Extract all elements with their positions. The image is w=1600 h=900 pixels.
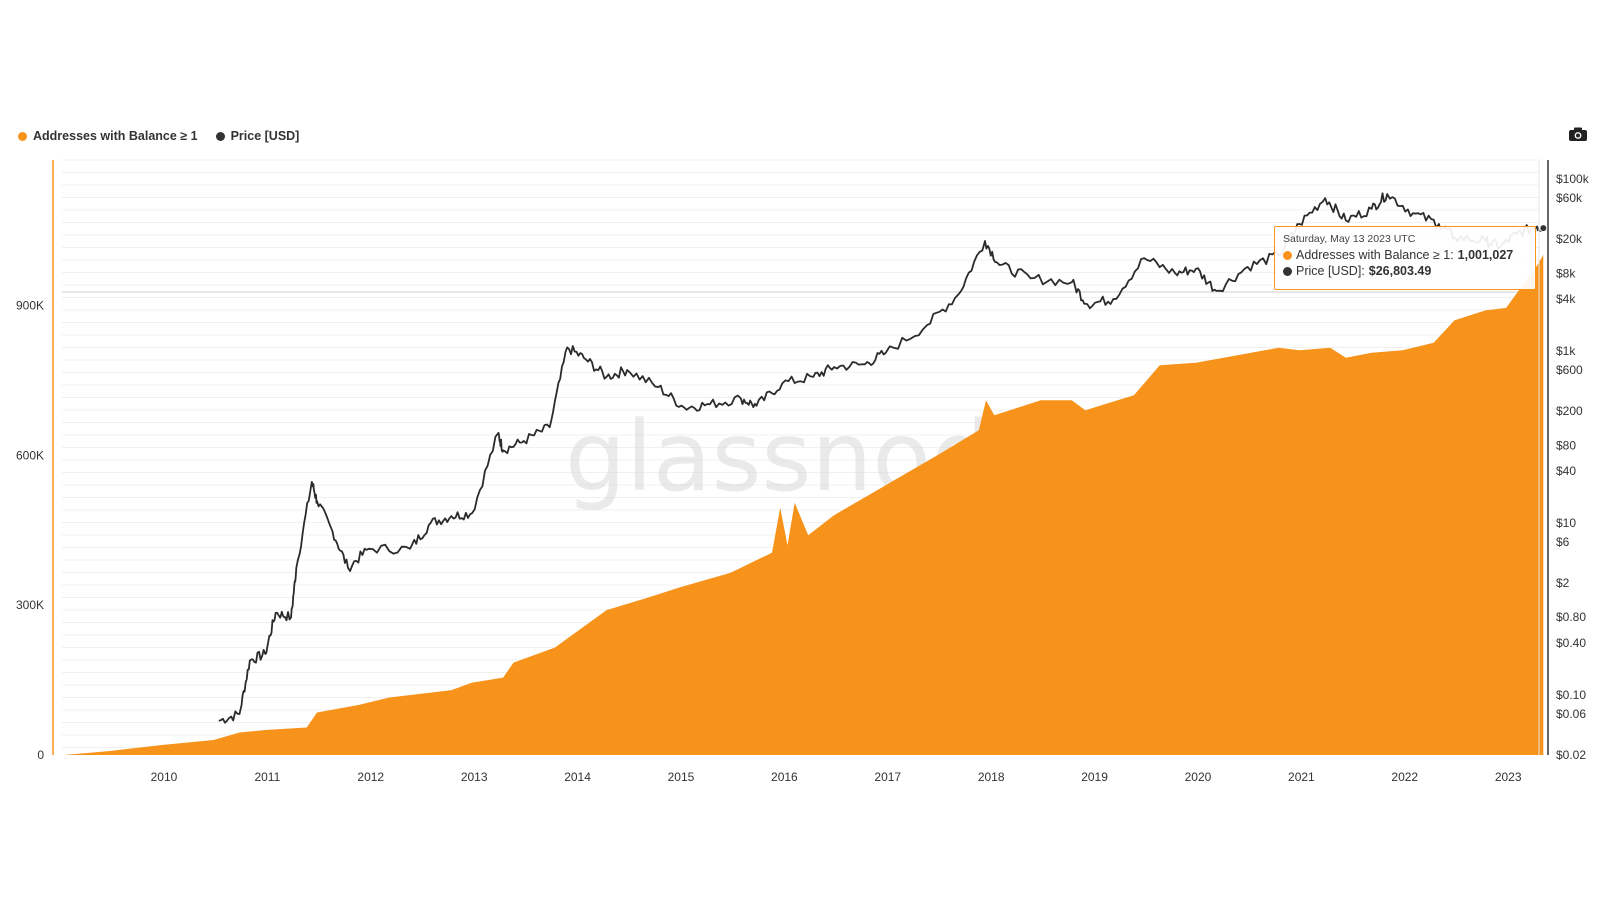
right-y-tick-label: $80 bbox=[1556, 438, 1576, 452]
right-y-tick-label: $0.02 bbox=[1556, 748, 1586, 762]
right-y-tick-label: $4k bbox=[1556, 292, 1576, 306]
tooltip-addresses-dot bbox=[1283, 250, 1292, 260]
tooltip-price-dot bbox=[1283, 266, 1292, 276]
x-tick-label: 2015 bbox=[668, 770, 695, 784]
x-tick-label: 2012 bbox=[357, 770, 384, 784]
tooltip-price-row: Price [USD]: $26,803.49 bbox=[1283, 264, 1527, 278]
right-y-axis-ticks: $0.02 $0.06 $0.10 $0.40 $0.80 $2 $6 $10 $40 $80 $2… bbox=[1556, 172, 1590, 762]
x-tick-label: 2019 bbox=[1081, 770, 1108, 784]
tooltip-date: Saturday, May 13 2023 UTC bbox=[1283, 233, 1416, 245]
x-tick-label: 2017 bbox=[874, 770, 901, 784]
right-y-tick-label: $1k bbox=[1556, 344, 1576, 358]
right-y-tick-label: $600 bbox=[1556, 363, 1583, 377]
right-y-tick-label: $0.10 bbox=[1556, 688, 1586, 702]
right-y-tick-label: $0.40 bbox=[1556, 636, 1586, 650]
right-y-tick-label: $0.06 bbox=[1556, 707, 1586, 721]
right-y-tick-label: $60k bbox=[1556, 191, 1583, 205]
left-y-axis-ticks: 0 300K 600K 900K bbox=[16, 298, 44, 762]
tooltip-price-value: $26,803.49 bbox=[1368, 264, 1432, 278]
legend-label-price: Price [USD] bbox=[230, 129, 300, 143]
price-marker-dot bbox=[1539, 224, 1548, 233]
tooltip-addresses-row: Addresses with Balance ≥ 1: 1,001,027 bbox=[1283, 248, 1527, 262]
tooltip-addresses-label: Addresses with Balance ≥ 1: bbox=[1296, 248, 1454, 262]
left-y-tick-label: 0 bbox=[37, 748, 44, 762]
x-axis-ticks: 2010 2011 2012 2013 2014 2015 2016 2017 2018 2019… bbox=[151, 770, 1522, 784]
price-color-dot bbox=[215, 131, 225, 141]
tooltip: Saturday, May 13 2023 UTC Addresses with… bbox=[1274, 226, 1536, 290]
left-y-tick-label: 600K bbox=[16, 448, 44, 462]
right-y-tick-label: $2 bbox=[1556, 576, 1570, 590]
right-y-tick-label: $200 bbox=[1556, 404, 1583, 418]
right-y-tick-label: $8k bbox=[1556, 266, 1576, 280]
right-y-tick-label: $6 bbox=[1556, 535, 1570, 549]
hover-marker bbox=[1539, 224, 1548, 233]
x-tick-label: 2014 bbox=[564, 770, 591, 784]
camera-icon[interactable] bbox=[1568, 126, 1588, 142]
x-tick-label: 2022 bbox=[1391, 770, 1418, 784]
addresses-area-series bbox=[63, 254, 1544, 755]
right-y-tick-label: $100k bbox=[1556, 172, 1590, 186]
legend-item-price[interactable]: Price [USD] bbox=[215, 129, 300, 143]
x-tick-label: 2010 bbox=[151, 770, 178, 784]
left-y-tick-label: 900K bbox=[16, 298, 44, 312]
right-y-tick-label: $20k bbox=[1556, 232, 1583, 246]
tooltip-price-label: Price [USD]: bbox=[1296, 264, 1365, 278]
right-y-tick-label: $0.80 bbox=[1556, 610, 1586, 624]
right-y-tick-label: $10 bbox=[1556, 516, 1576, 530]
legend-item-addresses[interactable]: Addresses with Balance ≥ 1 bbox=[18, 129, 198, 143]
x-tick-label: 2011 bbox=[254, 770, 280, 784]
legend: Addresses with Balance ≥ 1 Price [USD] bbox=[18, 129, 299, 143]
x-tick-label: 2020 bbox=[1185, 770, 1212, 784]
x-tick-label: 2016 bbox=[771, 770, 798, 784]
x-tick-label: 2013 bbox=[461, 770, 488, 784]
x-tick-label: 2023 bbox=[1495, 770, 1522, 784]
tooltip-addresses-value: 1,001,027 bbox=[1457, 248, 1514, 262]
left-y-tick-label: 300K bbox=[16, 598, 44, 612]
axes bbox=[52, 160, 1549, 755]
price-line-series bbox=[218, 192, 1544, 724]
right-y-tick-label: $40 bbox=[1556, 464, 1576, 478]
addresses-color-dot bbox=[18, 131, 27, 141]
legend-label-addresses: Addresses with Balance ≥ 1 bbox=[33, 129, 198, 143]
x-tick-label: 2018 bbox=[978, 770, 1005, 784]
x-tick-label: 2021 bbox=[1288, 770, 1315, 784]
